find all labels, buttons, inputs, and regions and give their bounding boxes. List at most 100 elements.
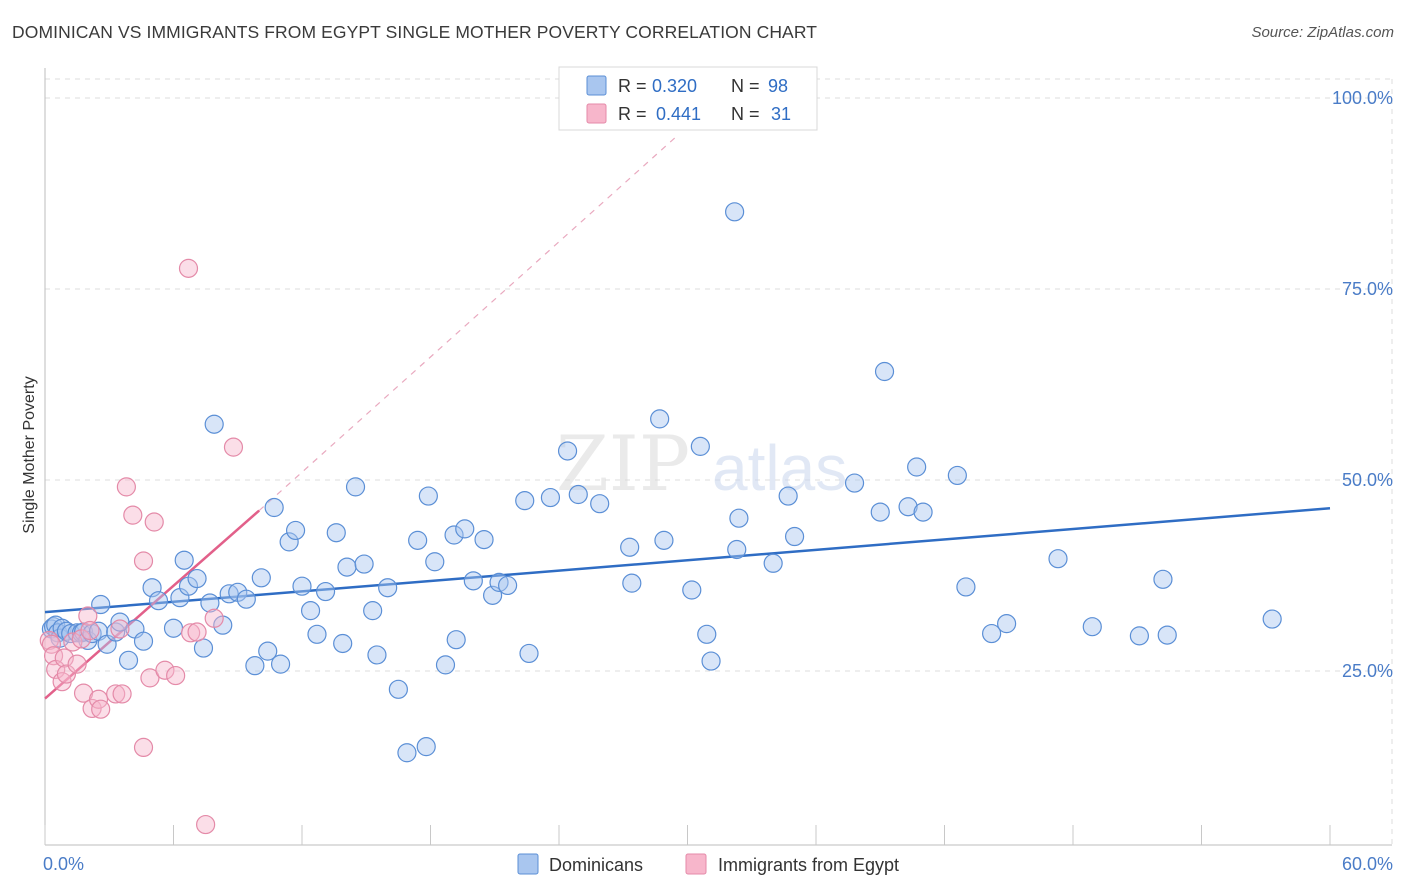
legend-n-value-1: 98 xyxy=(768,76,788,96)
dominicans-point-42 xyxy=(292,576,312,596)
dominicans-point-95 xyxy=(947,465,967,486)
y-tick-label-1: 50.0% xyxy=(1342,470,1393,490)
y-tick-label-0: 25.0% xyxy=(1342,661,1393,681)
dominicans-point-90 xyxy=(870,502,890,522)
dominicans-point-18 xyxy=(118,650,139,670)
bottom-legend-swatch-dominicans xyxy=(517,853,539,875)
dominicans-point-61 xyxy=(444,525,464,545)
dominicans-point-25 xyxy=(174,550,194,570)
egypt-point-17 xyxy=(110,619,130,639)
dominicans-point-71 xyxy=(540,487,561,508)
egypt-point-8 xyxy=(67,654,87,674)
dominicans-point-65 xyxy=(474,529,494,550)
legend-r-value-2: 0.441 xyxy=(656,104,701,124)
dominicans-point-37 xyxy=(258,641,278,661)
egypt-point-30 xyxy=(196,814,216,835)
dominicans-point-29 xyxy=(200,593,220,613)
x-tick-label-left: 0.0% xyxy=(43,854,84,874)
dominicans-point-88 xyxy=(784,526,805,547)
tick-labels: 25.0% 50.0% 75.0% 100.0% 0.0% 60.0% xyxy=(43,88,1393,874)
dominicans-point-52 xyxy=(367,645,387,665)
egypt-point-24 xyxy=(144,512,164,532)
dominicans-point-102 xyxy=(1153,569,1173,589)
dominicans-point-73 xyxy=(568,484,588,505)
egypt-point-1 xyxy=(41,634,62,654)
dominicans-point-47 xyxy=(333,633,353,654)
dominicans-point-75 xyxy=(620,537,640,557)
dominicans-point-74 xyxy=(590,494,610,514)
dominicans-point-68 xyxy=(498,575,518,596)
dominicans-point-97 xyxy=(982,623,1002,644)
dominicans-point-38 xyxy=(264,497,284,518)
dominicans-point-62 xyxy=(446,630,466,650)
y-tick-label-3: 100.0% xyxy=(1332,88,1393,108)
egypt-point-11 xyxy=(78,606,98,626)
egypt-point-32 xyxy=(223,437,244,457)
egypt-point-22 xyxy=(133,737,154,758)
legend-r-value-1: 0.320 xyxy=(652,76,697,96)
dominicans-point-41 xyxy=(285,520,306,541)
dominicans-point-34 xyxy=(236,589,256,609)
dominicans-point-45 xyxy=(315,581,336,602)
dominicans-point-86 xyxy=(763,553,783,573)
dominicans-point-84 xyxy=(727,539,747,560)
axes xyxy=(44,68,1392,846)
egypt-point-27 xyxy=(178,258,199,278)
dominicans-point-53 xyxy=(378,578,398,598)
legend-n-label-2: N = xyxy=(731,104,760,124)
dominicans-point-40 xyxy=(279,532,299,552)
dominicans-point-60 xyxy=(435,655,456,675)
egypt-point-31 xyxy=(204,608,224,628)
dominicans-point-43 xyxy=(300,601,321,621)
egypt-point-29 xyxy=(187,622,207,642)
dominicans-point-57 xyxy=(416,737,436,757)
dominicans-point-99 xyxy=(1048,549,1068,569)
dominicans-point-87 xyxy=(778,486,798,506)
dominicans-point-58 xyxy=(418,486,438,506)
dominicans-point-83 xyxy=(725,202,745,222)
dominicans-point-93 xyxy=(913,502,933,522)
dominicans-point-44 xyxy=(307,624,327,644)
legend-r-label-1: R = xyxy=(618,76,647,96)
egypt-point-15 xyxy=(91,699,111,719)
egypt-point-18 xyxy=(112,684,132,704)
legend-swatch-dominicans xyxy=(586,75,607,96)
dominicans-point-14 xyxy=(91,594,111,615)
dominicans-point-94 xyxy=(907,457,927,477)
egypt-point-6 xyxy=(56,664,77,684)
egypt-point-23 xyxy=(140,668,160,688)
legend-n-value-2: 31 xyxy=(771,104,791,124)
dominicans-point-77 xyxy=(650,409,670,429)
legend-r-label-2: R = xyxy=(618,104,647,124)
dominicans-point-98 xyxy=(997,614,1017,634)
egypt-point-20 xyxy=(123,505,143,525)
dominicans-point-101 xyxy=(1129,626,1149,646)
egypt-trend-line-extended xyxy=(258,135,678,512)
dominicans-point-54 xyxy=(388,679,408,699)
bottom-legend-dominicans: Dominicans xyxy=(549,855,643,875)
dominicans-point-103 xyxy=(1157,625,1177,645)
egypt-trend-line xyxy=(44,509,260,700)
egypt-point-28 xyxy=(181,623,201,643)
dominicans-point-56 xyxy=(408,530,428,550)
bottom-legend-egypt: Immigrants from Egypt xyxy=(718,855,899,875)
dominicans-point-80 xyxy=(690,436,710,456)
dominicans-point-48 xyxy=(337,557,357,577)
egypt-point-21 xyxy=(133,551,154,571)
series-legend: Dominicans Immigrants from Egypt xyxy=(517,853,899,875)
dominicans-point-78 xyxy=(654,530,674,550)
dominicans-point-76 xyxy=(622,573,642,593)
dominicans-point-20 xyxy=(133,631,154,651)
dominicans-points xyxy=(41,202,1282,763)
dominicans-point-55 xyxy=(397,743,417,763)
dominicans-point-35 xyxy=(245,656,265,676)
y-tick-label-2: 75.0% xyxy=(1342,279,1393,299)
dominicans-point-51 xyxy=(363,601,383,621)
dominicans-point-96 xyxy=(956,577,976,597)
dominicans-point-49 xyxy=(345,477,366,497)
dominicans-point-91 xyxy=(874,361,895,382)
dominicans-point-104 xyxy=(1262,609,1282,629)
dominicans-point-89 xyxy=(844,473,865,493)
legend-swatch-egypt xyxy=(586,103,607,124)
